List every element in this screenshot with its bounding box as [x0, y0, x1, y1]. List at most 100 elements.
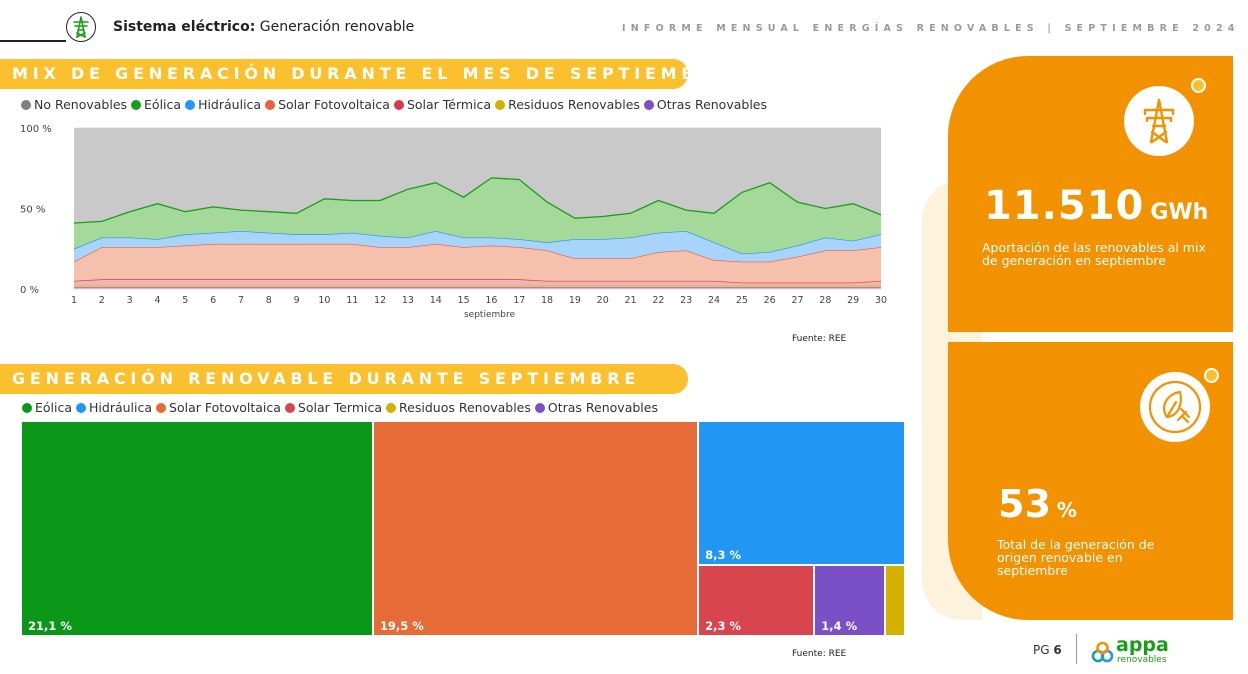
x-tick-label: 16 [485, 295, 497, 306]
x-tick-label: 4 [154, 295, 160, 306]
kpi-share-unit: % [1056, 498, 1077, 522]
area-chart: 0 %50 %100 %1 2 3 4 5 6 7 8 9 10 11 12 13 14 15 16 17 18 1… [20, 124, 887, 320]
treemap-legend: Eólica Hidráulica Solar Fotovoltaica Solar … [22, 400, 662, 415]
x-tick-label: 21 [625, 295, 637, 306]
legend-series-label: No Renovables [34, 97, 128, 112]
legend-series-swatch [265, 99, 276, 110]
kpi-card-renewable-share: 53% Total de la generación de origen ren… [948, 342, 1233, 620]
legend-series-label: Hidráulica [198, 97, 262, 112]
appa-logo-text: appa [1116, 634, 1169, 656]
legend-series-swatch [21, 99, 31, 110]
report-title: INFORME MENSUAL ENERGÍAS RENOVABLES | SE… [622, 23, 1240, 34]
treemap-legend-swatch [386, 402, 397, 413]
page-title-bold: Sistema eléctrico: [113, 19, 256, 35]
treemap-tile-otras-renovables: 1,4 % [815, 565, 884, 635]
kpi-generation-unit: GWh [1150, 200, 1209, 225]
treemap-legend-item: Otras Renovables [534, 400, 658, 415]
x-tick-label: 25 [736, 295, 748, 306]
treemap-legend-label: Eólica [35, 400, 73, 415]
treemap-legend-item: Eólica [22, 400, 72, 415]
page-number-prefix: PG [1033, 643, 1054, 657]
kpi-icon-badge-generation [1124, 86, 1194, 156]
kpi-icon-badge-renewable [1140, 372, 1210, 442]
x-tick-label: 19 [569, 295, 581, 306]
treemap-tile-label: 21,1 % [28, 619, 72, 633]
x-tick-label: 14 [430, 295, 442, 306]
legend-series-item: No Renovables [21, 97, 127, 112]
legend-series-label: Eólica [144, 97, 182, 112]
treemap-legend-swatch [76, 402, 87, 413]
treemap-chart: 21,1 % 19,5 % 8,3 % 2,3 % 1,4 % [22, 422, 906, 637]
treemap-legend-label: Solar Fotovoltaica [169, 400, 281, 415]
x-tick-label: 8 [266, 295, 272, 306]
section-title-renewable: GENERACIÓN RENOVABLE DURANTE SEPTIEMBRE [0, 364, 688, 394]
area-series-hidraulica [74, 231, 881, 262]
x-tick-label: 13 [402, 295, 414, 306]
legend-series-swatch [131, 99, 142, 110]
x-tick-label: 1 [71, 295, 77, 306]
footer-divider [1076, 634, 1077, 664]
x-tick-label: 9 [294, 295, 300, 306]
treemap-legend-swatch [22, 402, 32, 413]
power-tower-icon [73, 16, 89, 38]
area-series-line-eolica [73, 177, 882, 224]
x-tick-label: 20 [597, 295, 609, 306]
legend-series-swatch [495, 99, 506, 110]
legend-series-label: Otras Renovables [656, 97, 767, 112]
power-tower-icon [1143, 98, 1175, 144]
treemap-legend-swatch [284, 402, 295, 413]
y-tick-label: 50 % [20, 205, 45, 216]
kpi-generation-value: 11.510 [984, 183, 1145, 229]
appa-logo: appa renovables [1091, 634, 1169, 665]
x-tick-label: 12 [374, 295, 386, 306]
area-chart-legend: No Renovables Eólica Hidráulica Solar Fotov… [21, 97, 771, 112]
header-line [0, 40, 66, 42]
treemap-tile-residuos-renovables [885, 565, 904, 635]
legend-series-swatch [643, 99, 654, 110]
treemap-tile-hidraulica: 8,3 % [699, 422, 904, 564]
kpi-share-description: Total de la generación de origen renovab… [997, 537, 1155, 578]
legend-series-item: Residuos Renovables [495, 97, 640, 112]
legend-series-label: Residuos Renovables [508, 97, 640, 112]
kpi-icon-accent-dot [1204, 368, 1219, 383]
page-title-rest: Generación renovable [255, 19, 415, 35]
legend-series-item: Hidráulica [185, 97, 261, 112]
x-tick-label: 22 [652, 295, 664, 306]
kpi-share-value-wrap: 53% [998, 482, 1077, 526]
x-tick-label: 2 [99, 295, 105, 306]
treemap-legend-label: Hidráulica [89, 400, 153, 415]
x-tick-label: 15 [458, 295, 470, 306]
x-tick-label: 28 [819, 295, 831, 306]
area-series-no-renovables [74, 128, 881, 223]
source-note-renewable: Fuente: REE [792, 649, 847, 659]
x-tick-label: 27 [791, 295, 803, 306]
treemap-tile-solar-fotovoltaica: 19,5 % [373, 422, 698, 635]
section-title-mix: MIX DE GENERACIÓN DURANTE EL MES DE SEPT… [0, 59, 726, 89]
leaf-plug-icon [1148, 380, 1202, 434]
y-tick-label: 100 % [20, 124, 52, 135]
treemap-legend-swatch [156, 402, 167, 413]
legend-series-swatch [393, 99, 404, 110]
legend-series-swatch [185, 99, 196, 110]
x-tick-label: 5 [182, 295, 188, 306]
x-tick-label: 17 [513, 295, 525, 306]
treemap-tile-label: 8,3 % [705, 547, 742, 562]
treemap-legend-item: Residuos Renovables [386, 400, 531, 415]
kpi-generation-description: Aportación de las renovables al mix de g… [982, 240, 1206, 268]
x-tick-label: 7 [238, 295, 244, 306]
page-number-value: 6 [1053, 643, 1062, 657]
legend-series-item: Otras Renovables [643, 97, 767, 112]
x-tick-label: 18 [541, 295, 553, 306]
treemap-legend-swatch [534, 402, 545, 413]
treemap-legend-item: Hidráulica [76, 400, 152, 415]
x-axis-label: septiembre [464, 310, 515, 320]
appa-logo-subtext: renovables [1117, 655, 1167, 665]
page-title: Sistema eléctrico: Generación renovable [113, 19, 414, 35]
page-number: PG 6 [1033, 643, 1062, 657]
treemap-legend-label: Residuos Renovables [399, 400, 531, 415]
header-icon-badge [66, 12, 96, 42]
treemap-tile-label: 19,5 % [379, 619, 424, 633]
x-tick-label: 29 [847, 295, 859, 306]
legend-series-item: Eólica [131, 97, 181, 112]
x-tick-label: 30 [875, 295, 887, 306]
